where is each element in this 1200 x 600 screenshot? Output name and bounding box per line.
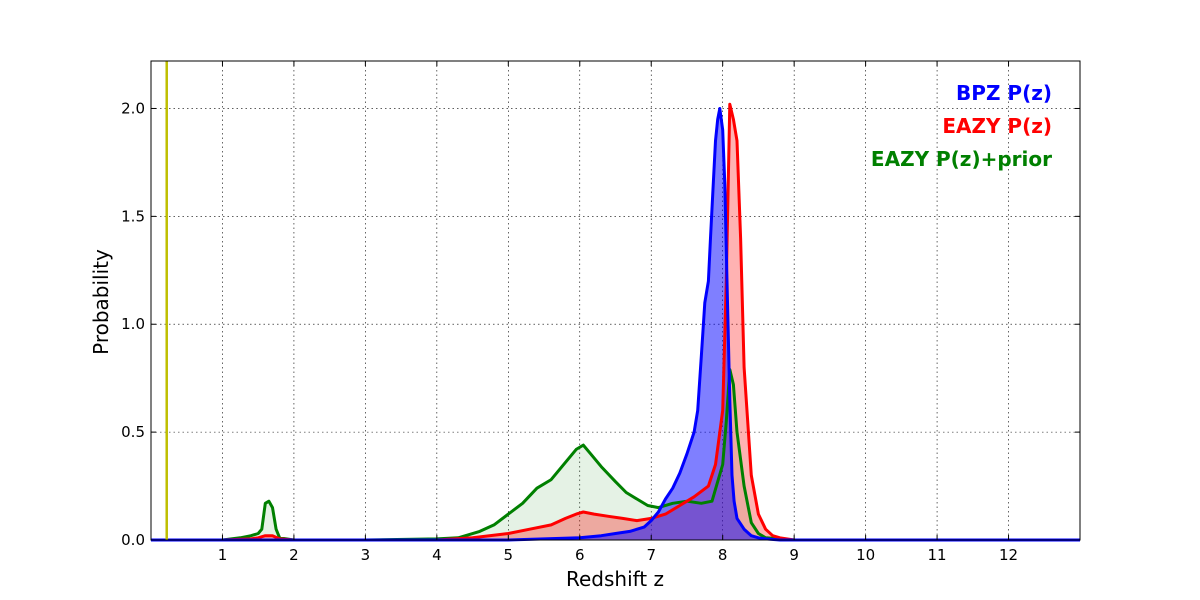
x-axis-ticks: 1 2 3 4 5 6 7 8 9 10 11 12 [218,61,1018,564]
x-tick-label: 4 [432,546,442,564]
legend-entry: BPZ P(z) [956,81,1052,105]
series-fill-eazy-p-z-prior [151,369,1080,540]
x-tick-label: 6 [575,546,585,564]
x-tick-label: 8 [718,546,728,564]
x-tick-label: 10 [856,546,875,564]
x-tick-label: 3 [361,546,371,564]
y-tick-label: 1.0 [121,315,145,333]
plot-background [151,61,1080,540]
legend: BPZ P(z) EAZY P(z) EAZY P(z)+prior [871,81,1052,171]
y-axis-label: Probability [89,249,113,355]
x-tick-label: 5 [504,546,514,564]
y-axis-ticks: 0.0 0.5 1.0 1.5 2.0 [121,99,1080,549]
x-tick-label: 1 [218,546,228,564]
x-tick-label: 9 [789,546,799,564]
x-tick-label: 11 [928,546,947,564]
y-tick-label: 2.0 [121,99,145,117]
series-line-eazy-p-z-prior [151,368,1080,542]
legend-entry: EAZY P(z) [942,114,1052,138]
x-tick-label: 12 [999,546,1018,564]
y-tick-label: 0.5 [121,423,145,441]
series-line-bpz-p-z [151,107,1080,542]
y-tick-label: 1.5 [121,207,145,225]
plot-frame [150,60,1081,541]
x-tick-label: 7 [646,546,656,564]
x-axis-label: Redshift z [566,567,664,591]
series-fills [151,104,1080,540]
x-tick-label: 2 [289,546,299,564]
legend-entry: EAZY P(z)+prior [871,147,1052,171]
y-tick-label: 0.0 [121,531,145,549]
